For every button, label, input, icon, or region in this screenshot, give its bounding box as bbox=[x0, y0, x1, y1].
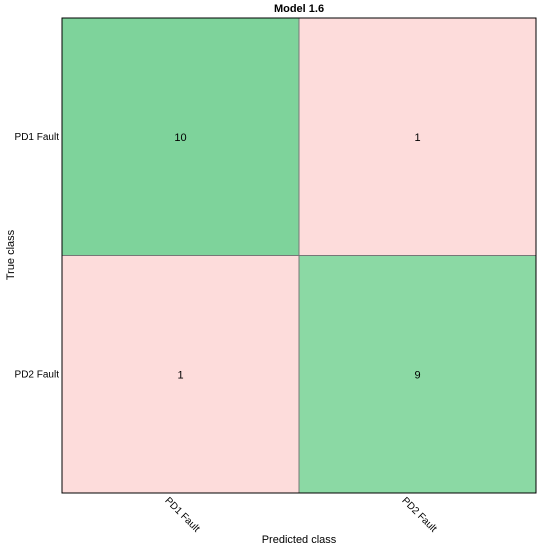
matrix-cells bbox=[62, 18, 536, 493]
y-tick-label: PD2 Fault bbox=[15, 369, 60, 380]
y-tick-labels: PD1 Fault PD2 Fault bbox=[15, 132, 60, 381]
matrix-cell-r0-c0 bbox=[62, 18, 299, 256]
matrix-cell-r1-c0 bbox=[62, 255, 299, 493]
matrix-cell-values: 10 1 1 9 bbox=[174, 132, 420, 382]
cell-value-r1-c0: 1 bbox=[177, 369, 183, 381]
x-tick-labels: PD1 Fault PD2 Fault bbox=[162, 495, 438, 534]
matrix-cell-r1-c1 bbox=[299, 255, 536, 493]
chart-title: Model 1.6 bbox=[274, 3, 324, 15]
matrix-cell-r0-c1 bbox=[299, 18, 536, 256]
plot-frame bbox=[61, 17, 537, 494]
y-axis-label: True class bbox=[5, 229, 17, 280]
y-tick-label: PD1 Fault bbox=[15, 132, 60, 143]
x-tick-label: PD1 Fault bbox=[162, 495, 201, 534]
cell-value-r0-c1: 1 bbox=[414, 132, 420, 144]
x-axis-label: Predicted class bbox=[262, 534, 337, 546]
matrix-dividers bbox=[62, 18, 536, 493]
cell-value-r1-c1: 9 bbox=[414, 369, 420, 381]
x-tick-label: PD2 Fault bbox=[399, 495, 438, 534]
cell-value-r0-c0: 10 bbox=[174, 132, 186, 144]
